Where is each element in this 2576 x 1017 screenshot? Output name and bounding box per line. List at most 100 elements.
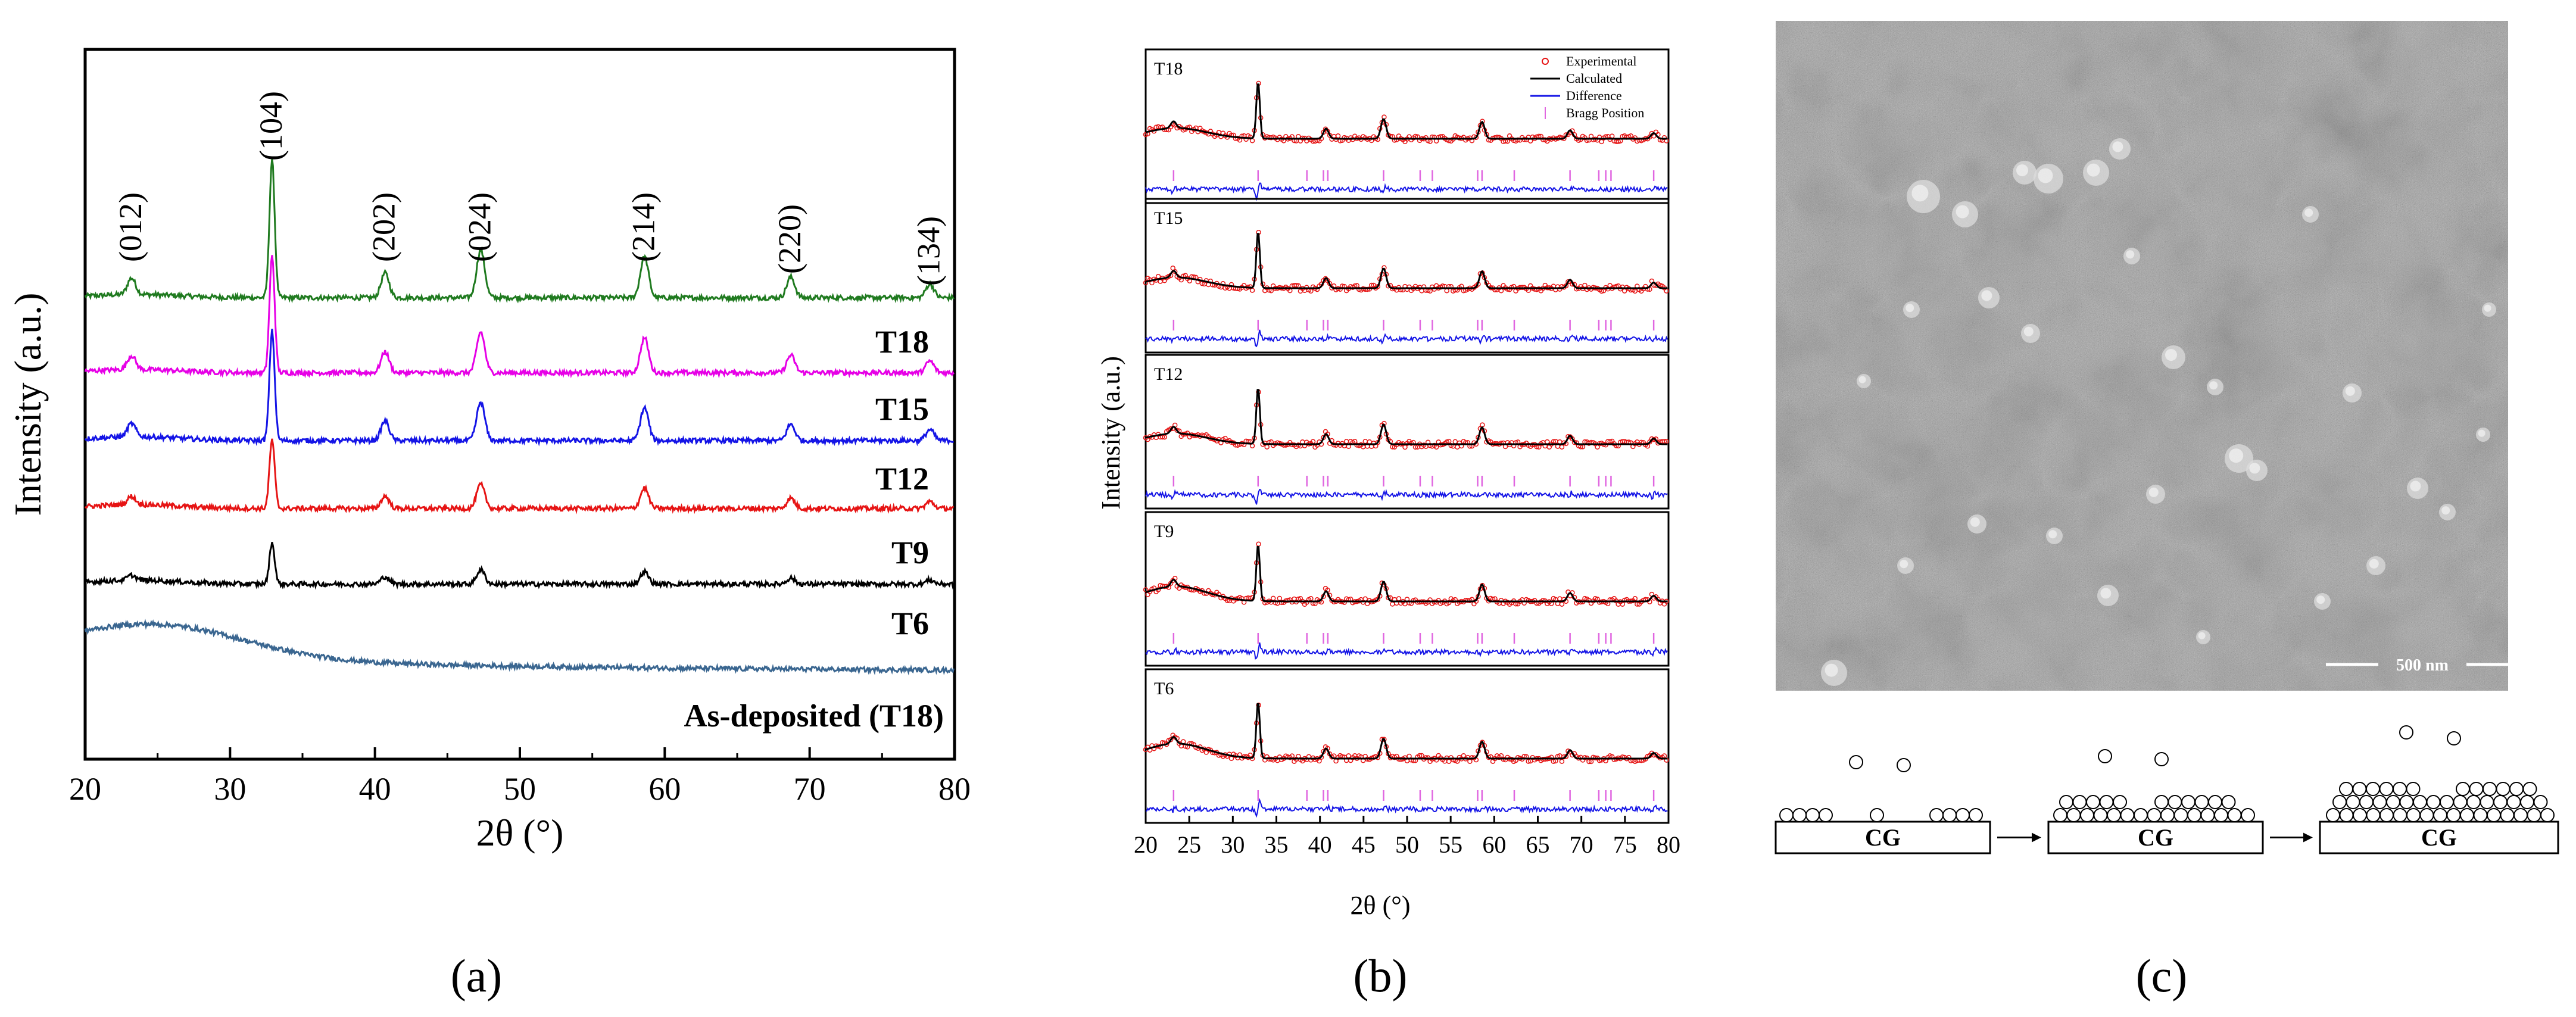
experimental-point [1256,541,1261,547]
experimental-point [1557,596,1563,601]
sem-grain-highlight [2478,429,2485,437]
experimental-point [1249,288,1255,293]
sem-grain-highlight [2198,632,2206,639]
series-label: T12 [875,461,929,497]
experimental-point [1655,597,1661,602]
particle [2093,808,2108,822]
experimental-point [1342,600,1347,605]
particle [2509,782,2524,796]
x-tick-label: 40 [359,771,391,807]
experimental-point [1277,595,1283,601]
x-tick-label: 35 [1265,831,1289,858]
series-t9 [84,438,955,514]
growth-diagram: CG CG CG [1774,725,2559,854]
sem-grain-highlight [2023,326,2034,336]
series-label: T18 [875,324,929,360]
experimental-point [1545,439,1550,445]
particle [1956,808,1970,822]
sem-grain-highlight [2165,349,2177,361]
sem-grains [1821,138,2496,686]
particle [2447,731,2461,745]
particle [2200,808,2215,822]
substrate-label: CG [2421,824,2457,851]
subplot-t15: T15 [1143,198,1670,354]
experimental-point [1362,438,1368,444]
experimental-point [1498,288,1504,294]
x-tick-label: 30 [214,771,246,807]
particle [2500,808,2515,822]
difference-line [1145,642,1668,660]
subplot-label: T18 [1154,59,1183,79]
particle [2399,725,2413,740]
particle [2466,795,2481,809]
subplot-frame [1144,668,1670,824]
subplot-frame [1144,198,1670,354]
panel-a-x-ticks: 20 30 40 50 60 70 80 [69,747,971,807]
sem-grain-highlight [2048,530,2057,539]
experimental-point [1455,444,1460,450]
particle [2527,808,2541,822]
x-tick-label: 45 [1352,831,1376,858]
series-as-deposited-t18- [84,619,955,676]
particle [2379,808,2394,822]
particle [2440,795,2454,809]
sem-grain-highlight [2345,386,2355,396]
particle [2332,795,2347,809]
panel-b-x-ticks: 20 25 30 35 40 45 50 55 60 65 70 75 80 [1134,816,1680,858]
panel-b-legend: Experimental Calculated Difference Bragg… [1530,54,1644,120]
experimental-point [1571,439,1577,445]
series-label: As-deposited (T18) [684,698,944,734]
particle [1849,755,1863,769]
particle [2326,808,2340,822]
x-tick-label: 30 [1221,831,1245,858]
particle [2533,795,2548,809]
subplot-label: T9 [1154,522,1174,541]
particle [1929,808,1944,822]
peak-label: (024) [461,192,497,262]
series-t6 [84,542,955,590]
particle [2181,795,2195,809]
particle [2221,795,2236,809]
sem-grain-highlight [1911,185,1929,202]
growth-stage-3: CG [2319,725,2559,854]
series-t15 [84,255,955,379]
legend-bragg: Bragg Position [1545,105,1644,120]
legend-experimental-label: Experimental [1566,54,1637,68]
x-tick-label: 70 [794,771,826,807]
panel-a-label: (a) [451,950,503,1002]
particle [2072,795,2087,809]
particle [2113,795,2127,809]
peak-label: (220) [772,204,807,274]
particle [2469,782,2484,796]
x-tick-label: 50 [504,771,536,807]
particle [1805,808,1820,822]
peak-label: (202) [366,192,402,262]
sem-grain-highlight [2087,163,2100,177]
particle [2187,808,2201,822]
particle [2352,782,2367,796]
particle [2399,795,2414,809]
legend-calculated-label: Calculated [1566,71,1622,86]
particle [2168,795,2182,809]
panel-b-xlabel: 2θ (°) [1351,891,1411,920]
x-tick-label: 75 [1613,831,1637,858]
panel-b-ylabel: Intensity (a.u.) [1096,356,1125,510]
peak-label: (134) [911,216,947,286]
particle [2379,782,2394,796]
particle [2154,795,2169,809]
experimental-point [1611,757,1617,762]
sem-grain-highlight [1858,376,1866,383]
sem-grain-highlight [2484,304,2491,312]
calculated-line [1145,233,1668,289]
sem-grain-highlight [2126,250,2135,259]
subplot-t6: T6 [1143,668,1670,824]
experimental-point [1168,737,1174,743]
legend-experimental: Experimental [1542,54,1637,68]
experimental-point [1292,596,1297,602]
substrate-label: CG [1865,824,1901,851]
experimental-point [1390,601,1395,607]
subplot-label: T15 [1154,208,1183,228]
experimental-point [1396,596,1402,601]
particle [2446,808,2461,822]
x-tick-label: 20 [69,771,101,807]
